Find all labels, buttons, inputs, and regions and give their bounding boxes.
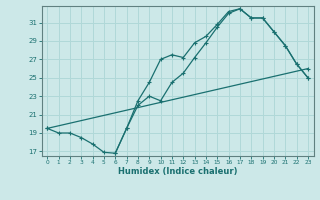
X-axis label: Humidex (Indice chaleur): Humidex (Indice chaleur) [118, 167, 237, 176]
